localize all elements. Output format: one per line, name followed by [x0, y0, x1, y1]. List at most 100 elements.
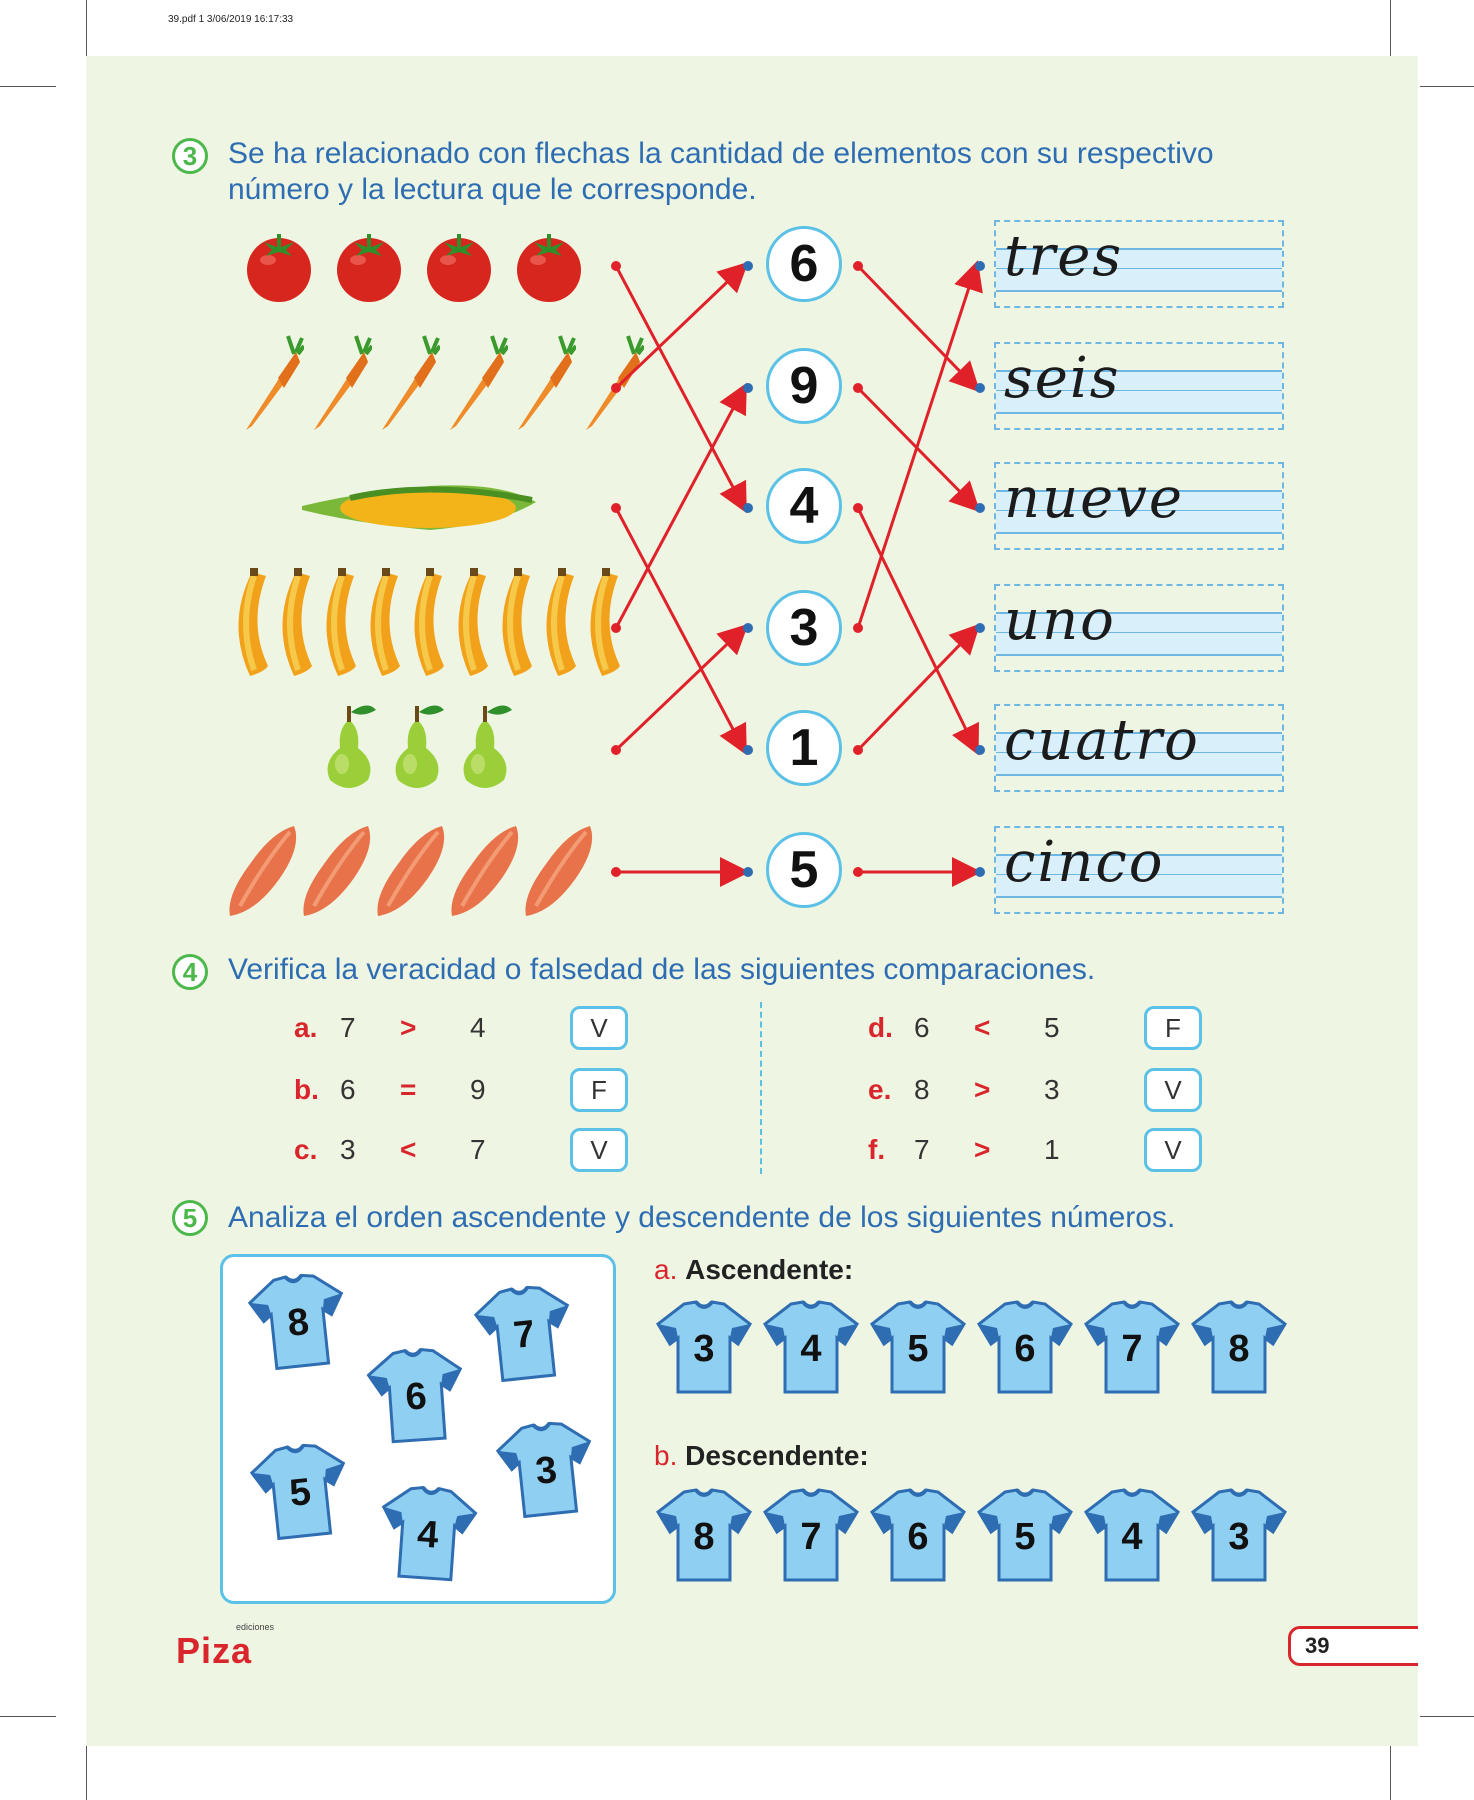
comparison-row: b. 6 = 9 F: [294, 1066, 628, 1114]
jersey-icon: [870, 1300, 966, 1394]
banana-icon: [326, 568, 356, 676]
brand-name: Piza: [176, 1630, 253, 1671]
banana-icon: [414, 568, 444, 676]
comparison-right-value: 1: [1044, 1134, 1060, 1165]
exercise-5-instruction: Analiza el orden ascendente y descendent…: [228, 1201, 1176, 1234]
ascending-letter: a.: [654, 1254, 678, 1285]
brand-logo: Piza ediciones: [176, 1622, 274, 1672]
word-box: nueve: [994, 462, 1284, 550]
jersey-number: 6: [404, 1375, 429, 1419]
sweet-potato-icon: [303, 826, 371, 916]
comparison-letter: c.: [294, 1134, 318, 1165]
jersey: 7: [469, 1279, 579, 1387]
food-group: [316, 698, 518, 794]
jersey-icon: [495, 1421, 592, 1519]
food-group: [230, 568, 626, 680]
comparison-left-value: 3: [340, 1134, 356, 1165]
pear-icon: [327, 705, 376, 788]
descending-letter: b.: [654, 1440, 678, 1471]
exercise-3-instruction-line1: Se ha relacionado con flechas la cantida…: [228, 137, 1214, 170]
exercise-5-number: 5: [172, 1200, 208, 1236]
carrot-icon: [586, 335, 644, 430]
jersey-icon: [1084, 1488, 1180, 1582]
jersey-icon: [870, 1488, 966, 1582]
descending-label: Descendente:: [685, 1440, 869, 1471]
jersey: 5: [975, 1486, 1075, 1584]
number-circle: 6: [766, 226, 842, 302]
brand-small-text: ediciones: [236, 1622, 275, 1632]
carrot-icon: [450, 335, 508, 430]
sweet-potato-icon: [525, 826, 593, 916]
exercise-3-instruction-line2: número y la lectura que le corresponde.: [228, 173, 757, 206]
answer-box[interactable]: V: [1144, 1128, 1202, 1172]
word-box: cinco: [994, 826, 1284, 914]
ascending-heading: a. Ascendente:: [654, 1254, 853, 1286]
pear-icon: [463, 705, 512, 788]
crop-mark: [1420, 86, 1474, 87]
food-group: [238, 334, 644, 434]
comparison-letter: e.: [868, 1074, 892, 1105]
jersey-icon: [1084, 1300, 1180, 1394]
comparison-right-value: 7: [470, 1134, 486, 1165]
jersey: 4: [375, 1481, 482, 1586]
answer-box[interactable]: F: [1144, 1006, 1202, 1050]
comparison-row: d. 6 < 5 F: [868, 1004, 1202, 1052]
jersey-icon: [977, 1300, 1073, 1394]
jersey: 3: [1189, 1486, 1289, 1584]
word-box: cuatro: [994, 704, 1284, 792]
sweet-potato-icon: [377, 826, 445, 916]
jersey: 8: [654, 1486, 754, 1584]
word-text: tres: [1004, 224, 1124, 289]
carrot-icon: [314, 335, 372, 430]
tomato-icon: [517, 234, 581, 302]
number-circle: 3: [766, 590, 842, 666]
number-circle: 1: [766, 710, 842, 786]
word-text: cuatro: [1004, 708, 1200, 773]
jersey-icon: [366, 1347, 463, 1444]
banana-icon: [238, 568, 268, 676]
sweet-potato-icon: [229, 826, 297, 916]
column-divider: [760, 1002, 762, 1174]
jersey-number: 4: [1121, 1516, 1143, 1558]
answer-box[interactable]: V: [1144, 1068, 1202, 1112]
comparison-operator: =: [400, 1074, 417, 1105]
sweet-potato-icon: [451, 826, 519, 916]
comparison-left-value: 7: [340, 1012, 356, 1043]
answer-box[interactable]: V: [570, 1006, 628, 1050]
answer-box[interactable]: F: [570, 1068, 628, 1112]
jersey-icon: [247, 1273, 344, 1371]
jersey-number: 8: [693, 1516, 715, 1558]
tomato-icon: [337, 234, 401, 302]
tomato-icon: [247, 234, 311, 302]
carrot-icon: [382, 335, 440, 430]
jersey-icon: [249, 1443, 346, 1541]
exercise-3-number: 3: [172, 138, 208, 174]
banana-icon: [458, 568, 488, 676]
jersey-icon: [1191, 1300, 1287, 1394]
jersey-icon: [381, 1485, 478, 1582]
jersey: 7: [1082, 1298, 1182, 1396]
comparison-row: c. 3 < 7 V: [294, 1126, 628, 1174]
crop-mark: [86, 0, 87, 56]
carrot-icon: [246, 335, 304, 430]
jersey: 8: [1189, 1298, 1289, 1396]
word-box: seis: [994, 342, 1284, 430]
comparison-operator: >: [974, 1134, 991, 1165]
banana-icon: [502, 568, 532, 676]
jersey-icon: [473, 1285, 570, 1383]
jersey: 5: [868, 1298, 968, 1396]
exercise-4-instruction: Verifica la veracidad o falsedad de las …: [228, 953, 1096, 986]
banana-icon: [590, 568, 620, 676]
jersey-number: 4: [800, 1328, 822, 1370]
exercise-4-number: 4: [172, 954, 208, 990]
number-circle: 4: [766, 468, 842, 544]
comparison-row: e. 8 > 3 V: [868, 1066, 1202, 1114]
jersey-number: 3: [1228, 1516, 1250, 1558]
jersey-icon: [1191, 1488, 1287, 1582]
answer-box[interactable]: V: [570, 1128, 628, 1172]
comparison-letter: f.: [868, 1134, 886, 1165]
jersey-number: 5: [1014, 1516, 1036, 1558]
crop-mark: [0, 1716, 56, 1717]
word-text: nueve: [1004, 466, 1185, 531]
comparison-letter: d.: [868, 1012, 893, 1043]
